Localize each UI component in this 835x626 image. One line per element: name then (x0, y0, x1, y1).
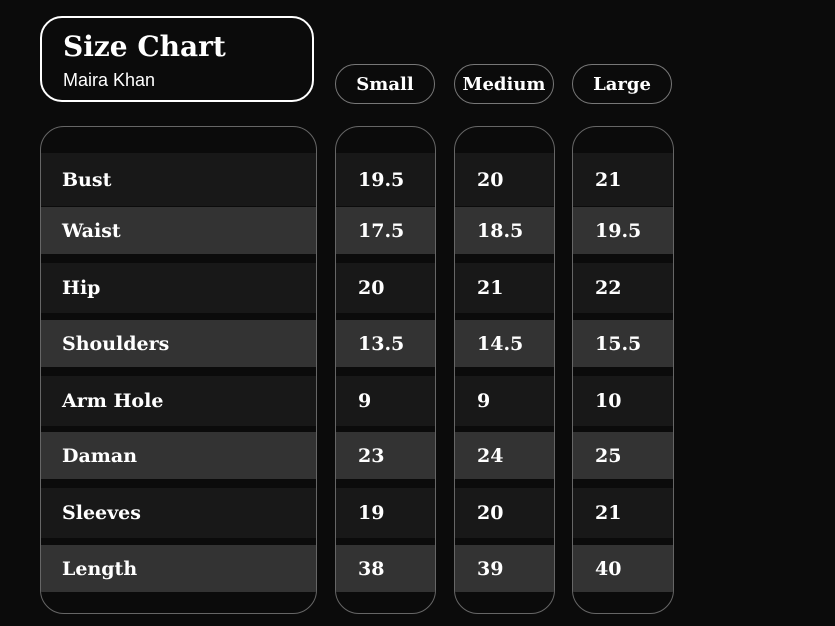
large-value: 22 (573, 263, 673, 313)
measurement-label: Arm Hole (41, 376, 316, 426)
small-value: 13.5 (336, 320, 435, 367)
small-value-text: 20 (358, 277, 385, 299)
medium-value: 14.5 (455, 320, 554, 367)
medium-value-text: 39 (477, 557, 504, 580)
measurement-label: Waist (41, 207, 316, 254)
medium-value-text: 9 (477, 390, 491, 412)
small-value-text: 19.5 (358, 168, 405, 191)
size-header-medium: Medium (454, 64, 554, 104)
large-value: 25 (573, 432, 673, 479)
measurement-label: Hip (41, 263, 316, 313)
small-value-text: 19 (358, 502, 385, 524)
small-value: 17.5 (336, 207, 435, 254)
measurement-label-text: Arm Hole (62, 390, 164, 412)
size-header-small: Small (335, 64, 435, 104)
small-value-text: 38 (358, 557, 385, 580)
medium-values-panel: 20 18.5 21 14.5 9 24 20 39 (454, 126, 555, 614)
medium-value: 9 (455, 376, 554, 426)
large-value: 40 (573, 545, 673, 592)
large-value-text: 21 (595, 168, 622, 191)
large-value-text: 15.5 (595, 332, 642, 355)
small-value: 9 (336, 376, 435, 426)
medium-value: 18.5 (455, 207, 554, 254)
measurement-label-text: Waist (62, 219, 121, 242)
measurement-labels-panel: Bust Waist Hip Shoulders Arm Hole Daman Sleeve… (40, 126, 317, 614)
small-value-text: 9 (358, 390, 372, 412)
small-value: 20 (336, 263, 435, 313)
large-value-text: 40 (595, 557, 622, 580)
small-value: 38 (336, 545, 435, 592)
large-values-panel: 21 19.5 22 15.5 10 25 21 40 (572, 126, 674, 614)
large-value: 10 (573, 376, 673, 426)
medium-value-text: 20 (477, 168, 504, 191)
measurement-label: Sleeves (41, 488, 316, 538)
small-value-text: 13.5 (358, 332, 405, 355)
small-value-text: 23 (358, 444, 385, 467)
brand-name: Maira Khan (63, 70, 156, 90)
measurement-label-text: Length (62, 557, 138, 580)
medium-value-text: 14.5 (477, 332, 524, 355)
large-value-text: 21 (595, 502, 622, 524)
measurement-label: Length (41, 545, 316, 592)
large-value: 21 (573, 488, 673, 538)
medium-value: 20 (455, 153, 554, 206)
medium-value-text: 18.5 (477, 219, 524, 242)
measurement-label: Bust (41, 153, 316, 206)
large-value: 19.5 (573, 207, 673, 254)
large-value-text: 19.5 (595, 219, 642, 242)
medium-value-text: 21 (477, 277, 504, 299)
large-value-text: 22 (595, 277, 622, 299)
measurement-label: Shoulders (41, 320, 316, 367)
measurement-label-text: Sleeves (62, 502, 141, 524)
medium-value: 21 (455, 263, 554, 313)
measurement-label-text: Shoulders (62, 332, 170, 355)
measurement-label-text: Hip (62, 277, 101, 299)
large-value-text: 25 (595, 444, 622, 467)
medium-value-text: 20 (477, 502, 504, 524)
large-value: 21 (573, 153, 673, 206)
small-value: 19.5 (336, 153, 435, 206)
measurement-label-text: Daman (62, 444, 138, 467)
small-value: 19 (336, 488, 435, 538)
medium-value: 24 (455, 432, 554, 479)
small-value: 23 (336, 432, 435, 479)
large-value-text: 10 (595, 390, 622, 412)
title-box: Size Chart Maira Khan (40, 16, 314, 102)
small-values-panel: 19.5 17.5 20 13.5 9 23 19 38 (335, 126, 436, 614)
measurement-label: Daman (41, 432, 316, 479)
medium-value-text: 24 (477, 444, 504, 467)
medium-value: 20 (455, 488, 554, 538)
small-value-text: 17.5 (358, 219, 405, 242)
medium-value: 39 (455, 545, 554, 592)
measurement-label-text: Bust (62, 168, 112, 191)
size-header-large: Large (572, 64, 672, 104)
large-value: 15.5 (573, 320, 673, 367)
page-title: Size Chart (63, 30, 226, 63)
